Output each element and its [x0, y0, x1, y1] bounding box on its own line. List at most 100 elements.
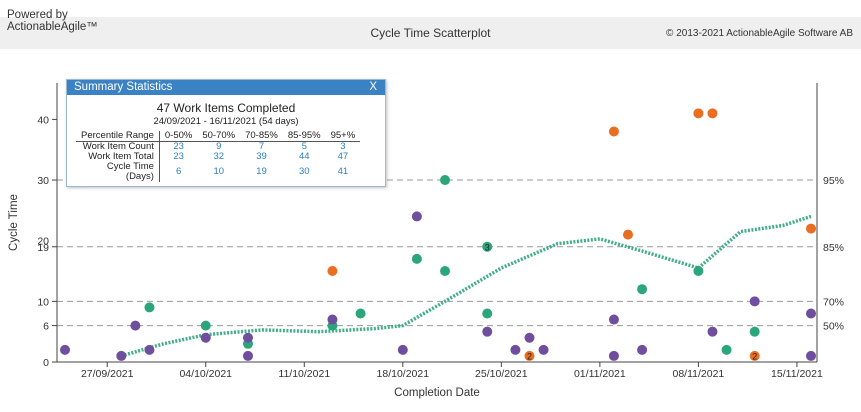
data-point [806, 223, 816, 234]
data-point [524, 350, 535, 361]
data-point [327, 266, 338, 277]
data-point [721, 344, 732, 355]
data-point [411, 211, 422, 222]
summary-statistics-panel[interactable]: Summary Statistics X 47 Work Items Compl… [66, 79, 386, 187]
powered-by-line1: Powered by [7, 9, 68, 21]
data-point [242, 332, 253, 343]
data-point [60, 344, 70, 355]
y-tick-label: 10 [37, 296, 49, 308]
table-cell: 44 [298, 151, 310, 162]
y-tick-label: 20 [37, 236, 49, 248]
y-tick-label: 6 [43, 321, 49, 333]
data-point [327, 314, 338, 325]
summary-panel-title: Summary Statistics [74, 81, 173, 93]
data-point [144, 302, 155, 313]
data-point [806, 308, 816, 319]
column-header: Percentile Range [76, 131, 160, 142]
data-point [144, 344, 155, 355]
data-point [693, 266, 704, 277]
header-bar [0, 17, 861, 49]
column-header: 95+% [325, 131, 361, 142]
column-header: 85-95% [282, 131, 326, 142]
data-point [637, 344, 648, 355]
data-point [637, 284, 648, 295]
table-cell: 10 [213, 166, 225, 177]
table-cell: 7 [258, 141, 265, 152]
column-header: 70-85% [240, 131, 283, 142]
x-tick-label: 15/11/2021 [771, 368, 823, 380]
data-point [538, 344, 549, 355]
y-tick-label: 0 [43, 357, 49, 369]
table-cell: 47 [337, 151, 349, 162]
data-point [608, 350, 619, 361]
data-point [355, 308, 366, 319]
table-cell: 30 [298, 166, 310, 177]
copyright-text: © 2013-2021 ActionableAgile Software AB [666, 28, 853, 39]
table-cell: 3 [340, 141, 346, 152]
close-icon[interactable]: X [369, 81, 377, 93]
row-label: Work Item Count [76, 141, 160, 152]
data-point [482, 241, 493, 252]
y-tick-label: 19 [37, 242, 49, 254]
summary-date-range: 24/09/2021 - 16/11/2021 (54 days) [153, 116, 299, 127]
data-point [693, 108, 704, 119]
table-cell: 9 [216, 141, 222, 152]
column-header: 50-70% [197, 131, 241, 142]
y-tick-label: 40 [37, 114, 49, 126]
data-point [397, 344, 408, 355]
x-tick-label: 18/10/2021 [377, 368, 430, 380]
data-point [440, 266, 451, 277]
row-label-line2: (Days) [125, 171, 154, 182]
data-point [707, 326, 718, 337]
percentile-table: Percentile Range 0-50% 50-70% 70-85% 85-… [76, 131, 361, 182]
data-point [482, 308, 493, 319]
summary-panel-header[interactable]: Summary Statistics X [67, 80, 385, 95]
table-row: Work Item Total 23 32 39 44 47 [76, 152, 360, 162]
data-point [524, 332, 535, 343]
table-cell: 23 [173, 141, 184, 152]
x-axis-title: Completion Date [394, 387, 480, 399]
x-tick-label: 25/10/2021 [475, 368, 528, 380]
percentile-label: 85% [823, 242, 844, 254]
table-row: Cycle Time (Days) 6 10 19 30 41 [76, 162, 360, 182]
summary-title: 47 Work Items Completed [156, 101, 296, 115]
data-point [411, 253, 422, 264]
x-tick-label: 11/10/2021 [278, 368, 330, 380]
table-cell: 32 [213, 151, 225, 162]
row-label: Cycle Time (Days) [76, 161, 160, 182]
powered-by-line2: ActionableAgile™ [7, 21, 98, 33]
table-row: Work Item Count 23 9 7 5 3 [76, 141, 360, 152]
table-cell: 5 [301, 141, 307, 152]
data-point [130, 320, 141, 331]
percentile-label: 50% [823, 321, 844, 333]
table-cell: 41 [337, 166, 349, 177]
percentile-label: 70% [823, 296, 844, 308]
data-point [242, 350, 253, 361]
data-point [749, 296, 760, 307]
data-point [200, 320, 211, 331]
point-count-label: 2 [752, 351, 757, 361]
percentile-label: 95% [823, 175, 844, 187]
data-point [440, 175, 451, 186]
data-point [623, 229, 634, 240]
x-tick-label: 08/11/2021 [673, 368, 725, 380]
table-cell: 39 [256, 151, 267, 162]
point-count-label: 2 [527, 351, 532, 361]
data-point [482, 326, 493, 337]
data-point [749, 326, 760, 337]
data-point [707, 108, 718, 119]
y-axis-title: Cycle Time [8, 194, 20, 251]
table-cell: 19 [256, 166, 267, 177]
data-point [749, 350, 760, 361]
powered-by-label: Powered by ActionableAgile™ [7, 9, 98, 33]
row-label-line1: Cycle Time [106, 161, 154, 172]
point-count-label: 3 [485, 242, 490, 252]
x-tick-label: 04/10/2021 [179, 368, 232, 380]
data-point [510, 344, 521, 355]
y-tick-label: 30 [37, 175, 49, 187]
data-point [608, 126, 619, 137]
table-cell: 6 [175, 166, 182, 177]
data-point [116, 350, 127, 361]
data-point [806, 350, 816, 361]
